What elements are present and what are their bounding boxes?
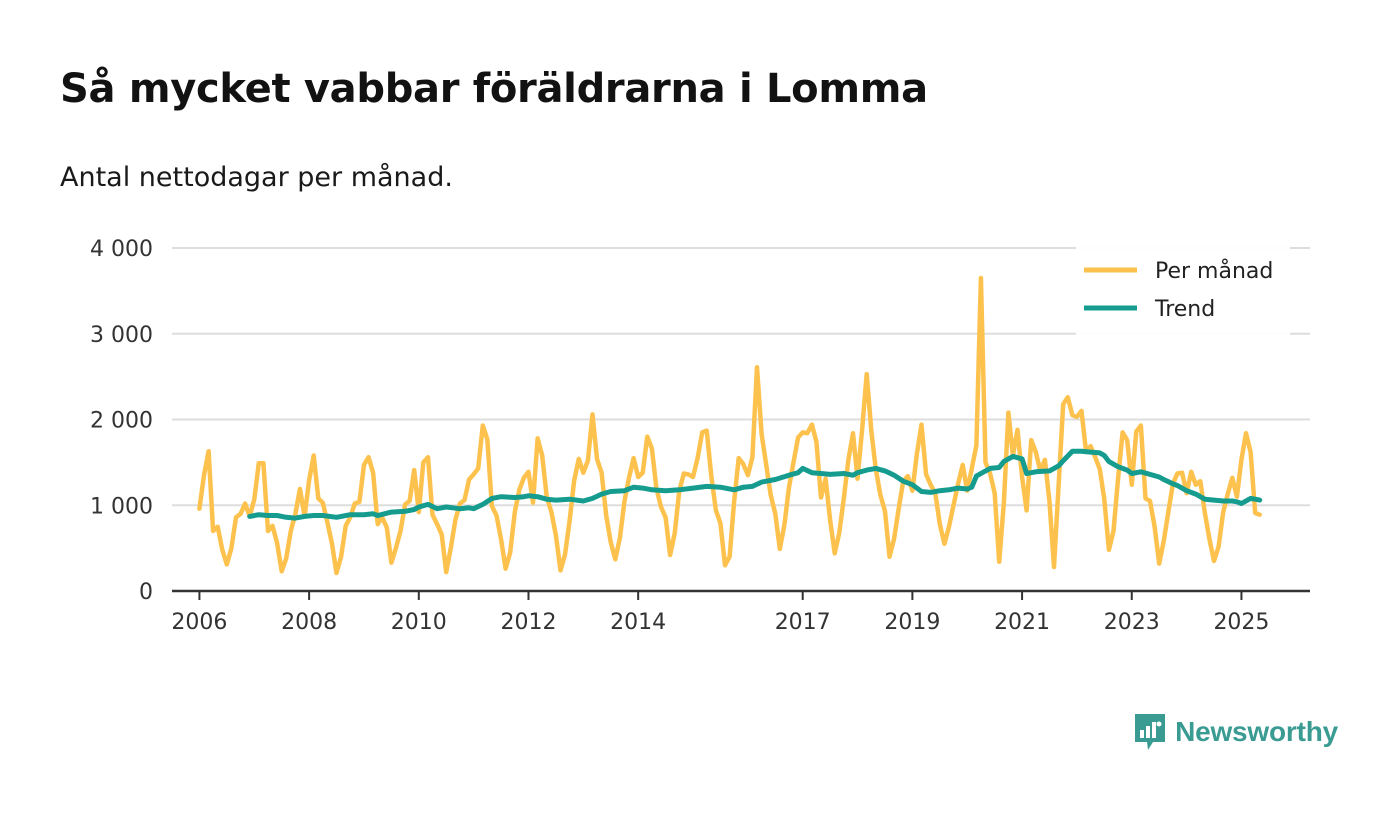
- x-tick-label: 2021: [994, 610, 1050, 635]
- x-tick-label: 2014: [610, 610, 666, 635]
- legend-background: [1076, 247, 1290, 335]
- chart-title: Så mycket vabbar föräldrarna i Lomma: [60, 66, 928, 112]
- y-tick-label: 2 000: [90, 409, 153, 434]
- brand-name: Newsworthy: [1175, 716, 1338, 747]
- x-tick-label: 2012: [500, 610, 556, 635]
- y-tick-label: 0: [139, 580, 153, 605]
- legend-label-trend: Trend: [1154, 297, 1215, 322]
- y-tick-label: 4 000: [90, 237, 153, 262]
- x-tick-label: 2006: [171, 610, 227, 635]
- newsworthy-logo-icon: [1135, 714, 1166, 750]
- x-tick-label: 2025: [1213, 610, 1269, 635]
- series-trend-line: [247, 448, 1263, 521]
- y-axis-ticks: 0 1 000 2 000 3 000 4 000: [90, 237, 153, 605]
- x-axis-ticks: 2006 2008 2010 2012 2014 2017 2019 2021 2023 2025: [171, 589, 1310, 635]
- chart-subtitle: Antal nettodagar per månad.: [60, 162, 453, 193]
- x-tick-label: 2019: [884, 610, 940, 635]
- brand-logo: Newsworthy: [1133, 712, 1338, 752]
- x-tick-label: 2010: [391, 610, 447, 635]
- legend-label-per-month: Per månad: [1155, 258, 1273, 284]
- legend: Per månad Trend: [1076, 247, 1290, 335]
- series-group: [197, 275, 1263, 576]
- x-tick-label: 2008: [281, 610, 337, 635]
- y-tick-label: 1 000: [90, 494, 153, 519]
- x-tick-label: 2017: [775, 610, 831, 635]
- y-tick-label: 3 000: [90, 323, 153, 348]
- series-per-month-line: [197, 275, 1262, 576]
- x-tick-label: 2023: [1104, 610, 1160, 635]
